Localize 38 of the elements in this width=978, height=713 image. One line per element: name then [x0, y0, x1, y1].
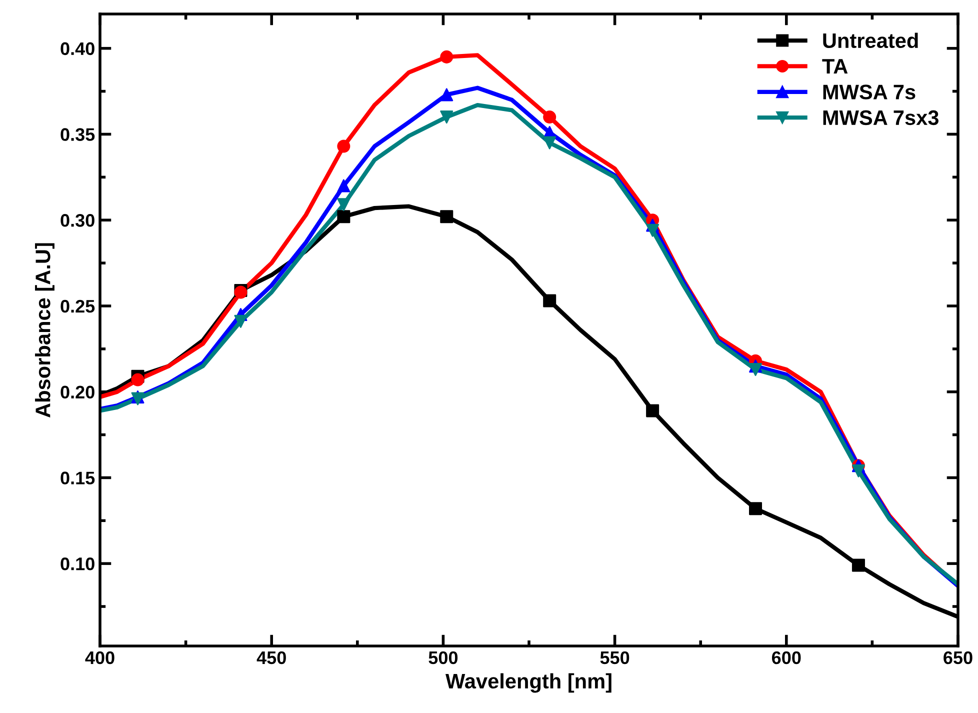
point — [131, 373, 144, 386]
point — [543, 294, 556, 308]
point — [852, 464, 865, 478]
point — [337, 179, 350, 192]
point — [440, 50, 454, 64]
legend-label: Untreated — [823, 32, 918, 48]
x-axis-title: Wavelength [nm] — [446, 673, 612, 693]
point — [646, 224, 660, 237]
y-tick-label: 0.30 — [60, 214, 94, 227]
x-tick-label: 600 — [772, 651, 801, 664]
point — [337, 210, 350, 224]
point — [749, 502, 762, 516]
point — [337, 140, 350, 153]
point — [543, 110, 556, 124]
x-tick-label: 650 — [944, 651, 972, 664]
point — [440, 88, 454, 102]
y-tick-label: 0.10 — [60, 558, 94, 570]
legend-label: MWSA 7sx3 — [823, 110, 938, 126]
y-tick-label: 0.20 — [60, 386, 94, 399]
y-tick-label: 0.40 — [60, 42, 94, 56]
legend-label: TA — [822, 59, 848, 74]
point — [749, 362, 762, 376]
point — [234, 314, 248, 328]
point — [646, 404, 660, 418]
point — [440, 110, 454, 124]
point — [852, 558, 865, 572]
x-tick-label: 450 — [256, 651, 286, 664]
y-tick-label: 0.25 — [60, 300, 95, 313]
y-axis-title: Absorbance [A.U] — [35, 243, 54, 418]
x-tick-label: 400 — [85, 651, 114, 664]
x-tick-label: 500 — [428, 651, 458, 664]
legend-label: MWSA 7s — [823, 84, 916, 100]
point — [337, 198, 350, 212]
point — [440, 210, 454, 224]
x-tick-label: 550 — [600, 651, 630, 664]
point — [543, 136, 556, 150]
y-tick-label: 0.15 — [60, 472, 95, 484]
y-tick-label: 0.35 — [60, 128, 95, 141]
